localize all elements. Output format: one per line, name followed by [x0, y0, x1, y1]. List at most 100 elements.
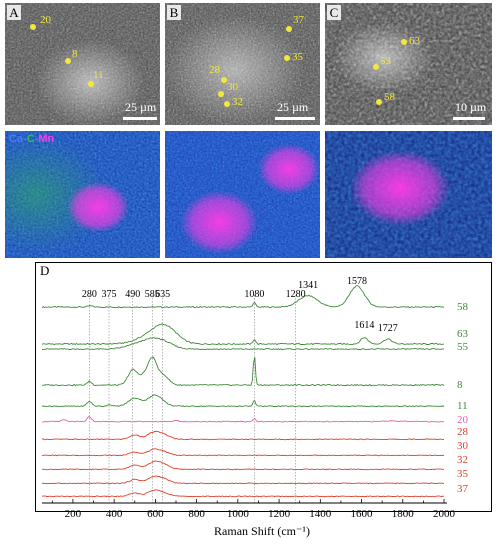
peak-guide-lines: [89, 295, 296, 503]
series-label-63: 63: [457, 328, 469, 340]
sem-point-marker-32: [224, 101, 230, 107]
peak-label-1727: 1727: [378, 323, 398, 334]
x-axis-label: Raman Shift (cm⁻¹): [214, 524, 310, 538]
panel-letter-a: A: [7, 5, 21, 20]
scale-label-c: 10 µm: [455, 100, 487, 114]
sem-texture-a: [5, 3, 160, 125]
sem-point-label-8: 8: [72, 48, 78, 60]
sem-point-marker-30: [218, 91, 224, 97]
series-label-8: 8: [457, 379, 463, 391]
sem-point-marker-37: [286, 26, 292, 32]
x-tick-label-1400: 1400: [309, 508, 332, 520]
sem-point-marker-11: [88, 81, 94, 87]
spectrum-35: [41, 475, 445, 485]
sem-image-b: B 25 µm: [165, 3, 320, 125]
series-label-37: 37: [457, 483, 469, 495]
series-label-20: 20: [457, 414, 469, 426]
scale-bar-b: [275, 117, 315, 120]
sem-point-label-28: 28: [209, 64, 220, 76]
series-label-58: 58: [457, 301, 469, 313]
series-label-30: 30: [457, 440, 469, 452]
spectrum-8: [41, 356, 445, 387]
panel-letter-c: C: [327, 5, 341, 20]
map-texture-c: [325, 131, 492, 258]
scale-label-a: 25 µm: [125, 100, 157, 114]
spectrum-58: [41, 285, 445, 309]
spectrum-11: [41, 394, 445, 408]
legend-sep-2: -: [34, 133, 39, 145]
x-tick-label-1000: 1000: [227, 508, 250, 520]
sem-image-c: C 10 µm: [325, 3, 492, 125]
sem-texture-c: [325, 3, 492, 125]
sem-point-label-58: 58: [384, 91, 395, 103]
raman-chart-frame: [35, 262, 492, 512]
element-map-legend: Ca-C-Mn: [9, 133, 54, 145]
sem-point-marker-53: [373, 64, 379, 70]
map-texture-b: [165, 131, 320, 258]
peak-label-1341: 1341: [298, 280, 318, 291]
scale-label-b: 25 µm: [277, 100, 309, 114]
x-tick-label-2000: 2000: [433, 508, 456, 520]
sem-point-marker-63: [401, 39, 407, 45]
x-tick-label-800: 800: [188, 508, 205, 520]
series-label-55: 55: [457, 341, 469, 353]
peak-label-585: 585: [145, 289, 160, 300]
peak-label-1614: 1614: [354, 320, 374, 331]
spectrum-37: [41, 489, 445, 498]
legend-sep-1: -: [23, 133, 27, 145]
sem-image-a: A 25 µm: [5, 3, 160, 125]
x-tick-label-1600: 1600: [351, 508, 374, 520]
series-label-11: 11: [457, 400, 468, 412]
spectra-group: [41, 285, 445, 498]
sem-point-label-37: 37: [293, 14, 304, 26]
peak-label-280: 280: [82, 289, 97, 300]
sem-point-marker-58: [376, 99, 382, 105]
legend-c: C: [26, 133, 35, 145]
spectrum-28: [41, 430, 445, 441]
x-tick-label-1800: 1800: [392, 508, 415, 520]
sem-point-label-30: 30: [227, 81, 238, 93]
sem-point-label-11: 11: [93, 69, 104, 81]
x-tick-label-600: 600: [147, 508, 164, 520]
sem-point-marker-35: [284, 55, 290, 61]
legend-ca: Ca: [9, 133, 24, 145]
peak-label-635: 635: [155, 289, 170, 300]
sem-point-marker-8: [65, 58, 71, 64]
peak-label-1280: 1280: [286, 289, 306, 300]
x-tick-label-200: 200: [65, 508, 82, 520]
peak-label-1578: 1578: [347, 276, 367, 287]
series-label-28: 28: [457, 426, 469, 438]
spectrum-55: [42, 337, 445, 351]
sem-texture-b: [165, 3, 320, 125]
sem-point-label-32: 32: [232, 96, 243, 108]
sem-point-label-20: 20: [40, 14, 51, 26]
spectrum-63: [41, 323, 445, 346]
panel-letter-b: B: [167, 5, 181, 20]
panel-letter-d: D: [40, 263, 49, 278]
sem-point-label-63: 63: [409, 35, 420, 47]
sem-point-label-53: 53: [380, 55, 391, 67]
map-texture-a: [5, 131, 160, 258]
peak-label-1080: 1080: [244, 289, 264, 300]
peak-label-490: 490: [125, 289, 140, 300]
x-tick-label-1200: 1200: [268, 508, 291, 520]
peak-label-375: 375: [102, 289, 117, 300]
spectrum-32: [41, 460, 445, 471]
sem-point-marker-28: [221, 77, 227, 83]
sem-point-marker-20: [30, 24, 36, 30]
elemental-map-a: Ca-C-Mn: [5, 131, 160, 258]
elemental-map-c: [325, 131, 492, 258]
x-axis: 200 400 600 800 1000 1200 1400 1600 1800 2000: [42, 499, 456, 520]
x-tick-label-400: 400: [106, 508, 123, 520]
scale-bar-a: [123, 117, 157, 120]
spectrum-30: [41, 448, 445, 457]
spectrum-20: [41, 415, 445, 423]
series-label-35: 35: [457, 468, 469, 480]
series-label-32: 32: [457, 454, 468, 466]
legend-mn: Mn: [38, 133, 55, 145]
elemental-map-b: [165, 131, 320, 258]
sem-point-label-35: 35: [292, 51, 303, 63]
